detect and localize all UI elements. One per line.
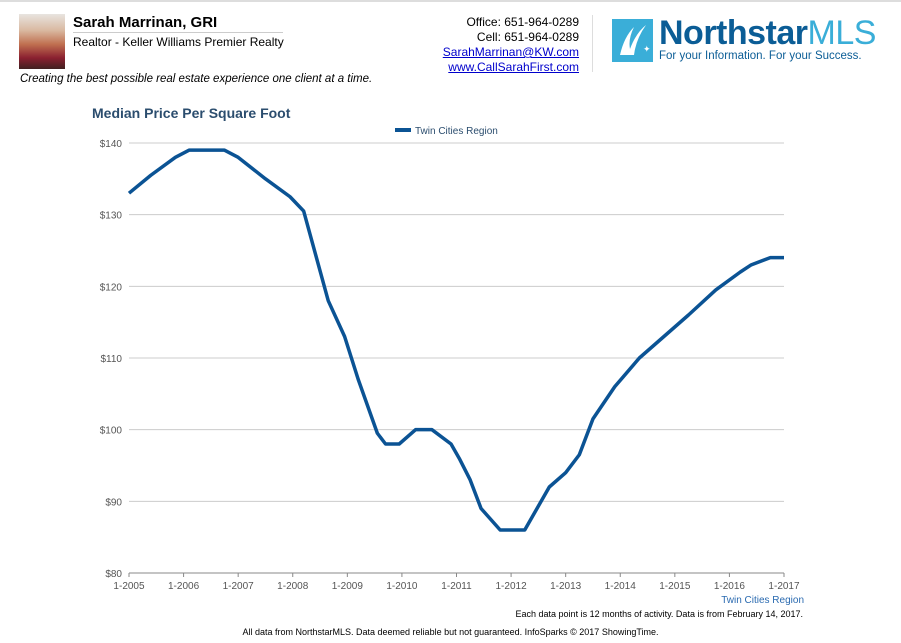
logo-wordmark: NorthstarMLS [659, 14, 876, 53]
agent-name: Sarah Marrinan, GRI [73, 14, 218, 31]
legend-label: Twin Cities Region [415, 126, 498, 137]
top-border [0, 0, 901, 2]
agent-title: Realtor - Keller Williams Premier Realty [73, 35, 284, 49]
chart-title: Median Price Per Square Foot [92, 105, 291, 121]
x-tick-label: 1-2017 [768, 581, 800, 592]
y-tick-label: $90 [105, 497, 122, 508]
y-tick-label: $120 [100, 282, 123, 293]
y-tick-label: $100 [100, 426, 123, 437]
x-tick-label: 1-2007 [223, 581, 255, 592]
x-tick-label: 1-2005 [113, 581, 145, 592]
chart-note: Each data point is 12 months of activity… [515, 609, 803, 619]
x-tick-label: 1-2006 [168, 581, 200, 592]
divider [592, 15, 593, 72]
contact-block: Office: 651-964-0289 Cell: 651-964-0289 … [443, 15, 579, 75]
x-tick-label: 1-2014 [605, 581, 637, 592]
x-tick-label: 1-2008 [277, 581, 309, 592]
logo-suffix: MLS [807, 14, 877, 52]
logo-slogan: For your Information. For your Success. [659, 50, 862, 62]
x-tick-label: 1-2012 [496, 581, 528, 592]
svg-text:✦: ✦ [643, 44, 651, 54]
agent-photo [19, 14, 65, 69]
x-tick-label: 1-2016 [714, 581, 746, 592]
logo-brand: Northstar [659, 14, 808, 52]
office-phone: Office: 651-964-0289 [466, 15, 579, 29]
axis-series-label: Twin Cities Region [721, 595, 804, 606]
agent-tagline: Creating the best possible real estate e… [20, 73, 373, 85]
divider [73, 32, 283, 33]
footer-disclaimer: All data from NorthstarMLS. Data deemed … [242, 627, 659, 637]
website-link[interactable]: www.CallSarahFirst.com [448, 60, 579, 74]
x-tick-label: 1-2011 [441, 581, 472, 592]
y-tick-label: $110 [100, 354, 122, 365]
x-tick-label: 1-2013 [550, 581, 582, 592]
x-tick-label: 1-2015 [659, 581, 691, 592]
cell-phone: Cell: 651-964-0289 [476, 30, 579, 44]
x-tick-label: 1-2010 [386, 581, 418, 592]
northstar-star-icon: ✦ [612, 19, 653, 62]
y-tick-label: $80 [105, 569, 122, 580]
series-line-twin-cities [127, 148, 784, 532]
y-tick-label: $130 [100, 211, 123, 222]
y-tick-label: $140 [100, 139, 123, 150]
x-tick-label: 1-2009 [332, 581, 364, 592]
email-link[interactable]: SarahMarrinan@KW.com [442, 45, 579, 59]
